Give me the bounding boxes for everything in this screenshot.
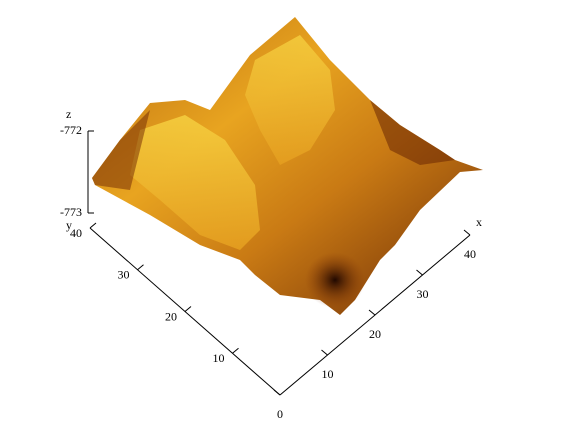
x-tick-label: 40	[464, 247, 476, 261]
x-tick	[416, 269, 423, 276]
z-tick-label: -773	[60, 205, 82, 219]
y-axis-label: y	[66, 218, 72, 232]
x-tick-label: 0	[277, 407, 283, 421]
x-tick-label: 20	[369, 327, 381, 341]
y-tick	[89, 222, 97, 229]
x-tick	[321, 349, 328, 356]
surface	[92, 17, 483, 315]
x-tick	[463, 229, 471, 236]
z-tick-label: -772	[60, 123, 82, 137]
x-tick	[273, 389, 281, 396]
y-tick-label: 10	[213, 351, 225, 365]
y-tick-label: 40	[70, 226, 82, 240]
surface-shade	[92, 110, 150, 190]
y-tick-label: 20	[165, 309, 177, 323]
y-tick	[232, 347, 239, 354]
z-axis-label: z	[66, 107, 71, 121]
surface-ridge	[245, 35, 335, 165]
y-tick-label: 30	[118, 268, 130, 282]
x-tick-label: 10	[322, 367, 334, 381]
x-axis-label: x	[476, 215, 482, 229]
y-tick	[184, 306, 192, 312]
surface-shade	[370, 100, 455, 165]
y-tick	[137, 264, 144, 271]
surface-body	[92, 17, 483, 315]
surface-ridge	[130, 115, 260, 250]
surface-pit	[305, 252, 365, 308]
x-tick-label: 30	[417, 287, 429, 301]
x-tick	[368, 309, 376, 316]
